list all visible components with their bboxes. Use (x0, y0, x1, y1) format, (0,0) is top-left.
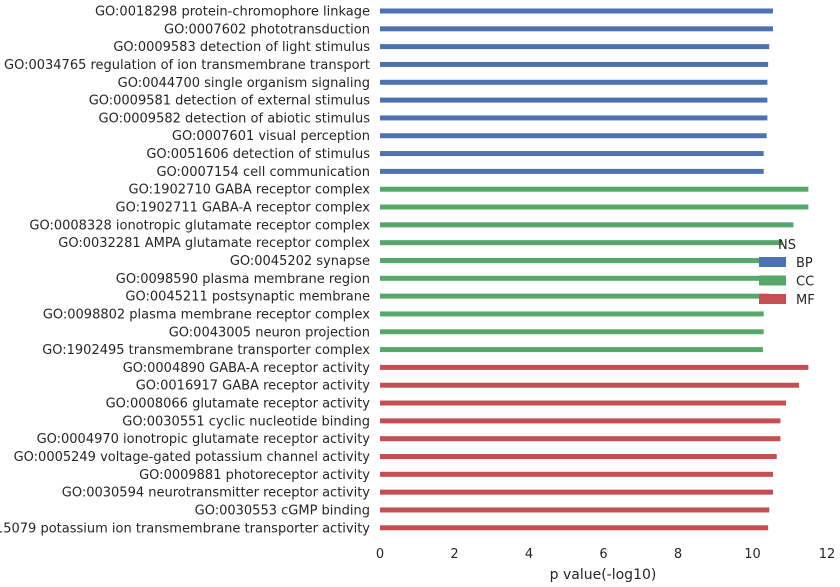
bar-7 (380, 115, 768, 121)
category-label: GO:1902711 GABA-A receptor complex (116, 201, 371, 216)
x-tick-label: 2 (450, 547, 458, 562)
category-label: GO:0098802 plasma membrane receptor comp… (43, 307, 370, 322)
x-tick-label: 6 (599, 547, 607, 562)
category-label: GO:0098590 plasma membrane region (116, 272, 370, 287)
bar-12 (380, 204, 809, 210)
category-label: GO:0005249 voltage-gated potassium chann… (14, 450, 371, 465)
bar-5 (380, 79, 768, 85)
category-label: GO:0045202 synapse (230, 254, 370, 269)
bar-6 (380, 97, 768, 103)
bar-2 (380, 26, 773, 32)
category-label: GO:0034765 regulation of ion transmembra… (4, 58, 370, 73)
category-label: GO:0009881 photoreceptor activity (139, 468, 370, 483)
category-label: GO:0008328 ionotropic glutamate receptor… (29, 218, 370, 233)
x-axis-label: p value(-log10) (550, 567, 657, 583)
category-labels: GO:0018298 protein-chromophore linkage GO… (0, 5, 370, 537)
bar-10 (380, 168, 764, 174)
bar-26 (380, 454, 777, 459)
bar-28 (380, 489, 773, 495)
bar-30 (380, 525, 769, 531)
bar-1 (380, 8, 773, 14)
legend-swatch-mf (759, 294, 786, 304)
category-label: GO:0032281 AMPA glutamate receptor compl… (58, 236, 370, 251)
bar-15 (380, 257, 773, 263)
bar-18 (380, 311, 764, 317)
category-label: GO:0009581 detection of external stimulu… (89, 94, 371, 109)
x-tick-label: 8 (674, 547, 682, 562)
category-label: GO:0043005 neuron projection (169, 325, 370, 340)
bar-19 (380, 329, 764, 335)
bar-27 (380, 471, 773, 477)
category-label: GO:0004970 ionotropic glutamate receptor… (37, 432, 371, 447)
category-label: GO:0030551 cyclic nucleotide binding (122, 414, 370, 429)
bar-13 (380, 222, 794, 228)
bar-20 (380, 347, 763, 353)
category-label: GO:0009583 detection of light stimulus (113, 40, 370, 55)
bar-17 (380, 293, 770, 299)
category-label: GO:0018298 protein-chromophore linkage (95, 5, 370, 20)
x-tick-label: 10 (744, 547, 761, 562)
category-label: GO:0051606 detection of stimulus (146, 147, 370, 162)
category-label: GO:0007601 visual perception (172, 129, 370, 144)
bar-23 (380, 400, 787, 406)
legend: NS BP CC MF (759, 238, 815, 308)
bars-group (380, 8, 809, 531)
bar-14 (380, 240, 783, 246)
legend-swatch-cc (759, 275, 786, 286)
category-label: GO:0007602 phototransduction (164, 22, 370, 37)
legend-title: NS (778, 238, 796, 253)
legend-label-bp: BP (796, 256, 813, 271)
bar-21 (380, 364, 809, 370)
x-axis-ticks: 0 2 4 6 8 10 12 (376, 547, 835, 562)
legend-label-mf: MF (796, 293, 815, 308)
x-tick-label: 0 (376, 547, 384, 562)
bar-8 (380, 133, 767, 139)
bar-3 (380, 44, 770, 50)
bar-22 (380, 382, 800, 388)
bar-24 (380, 418, 781, 424)
legend-label-cc: CC (796, 275, 814, 290)
bar-25 (380, 436, 781, 442)
bar-11 (380, 186, 809, 192)
bar-16 (380, 275, 770, 281)
bar-4 (380, 61, 769, 67)
category-label: GO:0045211 postsynaptic membrane (125, 290, 370, 305)
category-label: GO:1902710 GABA receptor complex (129, 183, 371, 198)
category-label: GO:0030553 cGMP binding (195, 503, 370, 518)
bar-29 (380, 507, 770, 513)
bar-9 (380, 151, 764, 157)
category-label: GO:0004890 GABA-A receptor activity (123, 361, 371, 376)
x-tick-label: 12 (819, 547, 836, 562)
category-label: GO:0016917 GABA receptor activity (136, 379, 371, 394)
category-label: GO:0015079 potassium ion transmembrane t… (0, 521, 370, 536)
category-label: GO:0030594 neurotransmitter receptor act… (62, 486, 371, 501)
legend-swatch-bp (759, 257, 786, 267)
category-label: GO:0044700 single organism signaling (118, 76, 370, 91)
category-label: GO:1902495 transmembrane transporter com… (42, 343, 370, 358)
category-label: GO:0009582 detection of abiotic stimulus (99, 111, 371, 126)
category-label: GO:0008066 glutamate receptor activity (106, 397, 371, 412)
x-tick-label: 4 (525, 547, 533, 562)
category-label: GO:0007154 cell communication (156, 165, 370, 180)
